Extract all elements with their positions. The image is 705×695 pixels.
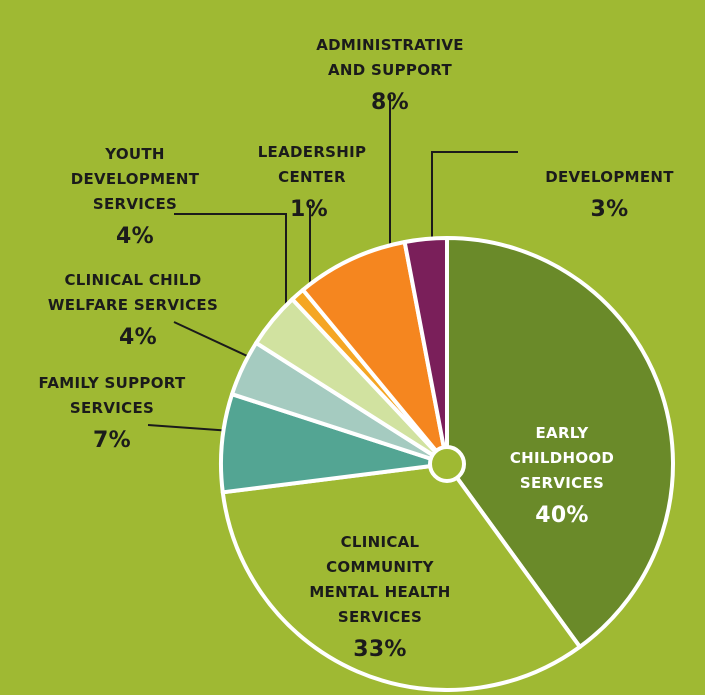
label-development-percent: 3% xyxy=(590,197,629,222)
label-administrative-support-percent: 8% xyxy=(371,90,409,115)
pie-center-dot xyxy=(428,445,466,483)
label-clinical-child-welfare-percent: 4% xyxy=(119,325,157,350)
label-youth-development-name: YOUTH DEVELOPMENT SERVICES xyxy=(70,145,200,213)
leader-line-development xyxy=(431,151,518,253)
pie-slice-development xyxy=(402,236,449,466)
label-youth-development-percent: 4% xyxy=(116,224,154,249)
leader-line-clinical-child xyxy=(173,321,259,362)
pie-slice-administrative-support xyxy=(300,240,449,466)
label-clinical-child-welfare-name: CLINICAL CHILD WELFARE SERVICES xyxy=(47,271,219,314)
label-administrative-support: ADMINISTRATIVE AND SUPPORT 8% xyxy=(285,8,495,148)
label-early-childhood-name: EARLY CHILDHOOD SERVICES xyxy=(509,424,615,492)
pie-slice-early-childhood xyxy=(445,236,675,649)
label-leadership-center-percent: 1% xyxy=(290,197,328,222)
label-development-name: DEVELOPMENT xyxy=(545,168,674,186)
label-family-support-name: FAMILY SUPPORT SERVICES xyxy=(38,374,186,417)
label-family-support-percent: 7% xyxy=(93,428,131,453)
pie-slice-clinical-community xyxy=(220,462,582,692)
label-leadership-center: LEADERSHIP CENTER 1% xyxy=(237,115,387,255)
label-early-childhood: EARLY CHILDHOOD SERVICES 40% xyxy=(497,396,627,561)
label-administrative-support-name: ADMINISTRATIVE AND SUPPORT xyxy=(316,36,464,79)
label-leadership-center-name: LEADERSHIP CENTER xyxy=(257,143,367,186)
label-youth-development: YOUTH DEVELOPMENT SERVICES 4% xyxy=(50,117,220,282)
label-clinical-community-percent: 33% xyxy=(353,637,407,662)
leader-line-youth xyxy=(174,213,287,310)
leader-line-family xyxy=(147,424,233,432)
pie-slices xyxy=(219,236,675,692)
label-family-support: FAMILY SUPPORT SERVICES 7% xyxy=(2,346,222,486)
label-clinical-child-welfare: CLINICAL CHILD WELFARE SERVICES 4% xyxy=(18,243,248,383)
label-early-childhood-percent: 40% xyxy=(535,503,589,528)
leader-lines xyxy=(147,95,518,432)
label-clinical-community-name: CLINICAL COMMUNITY MENTAL HEALTH SERVICE… xyxy=(309,533,451,626)
label-clinical-community: CLINICAL COMMUNITY MENTAL HEALTH SERVICE… xyxy=(270,505,490,695)
label-development: DEVELOPMENT 3% xyxy=(522,140,697,255)
